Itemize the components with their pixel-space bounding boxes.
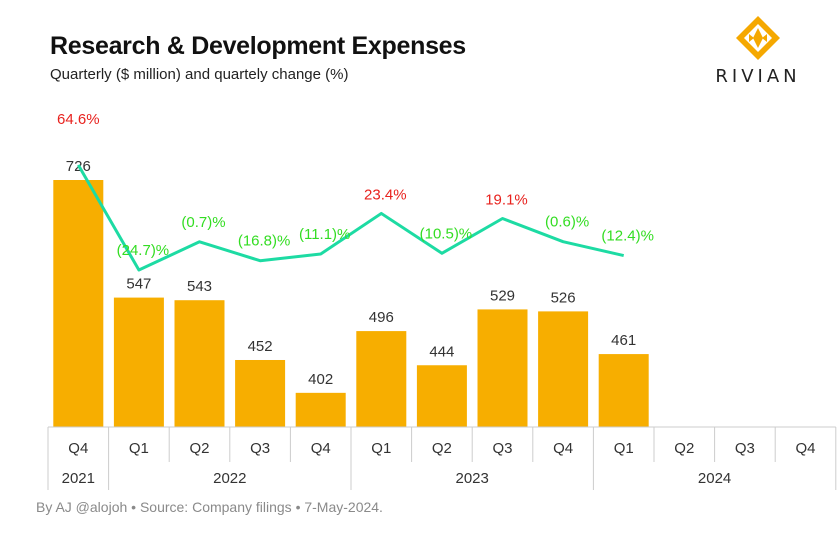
change-label: (12.4)% (601, 228, 654, 245)
quarter-tick-label: Q1 (614, 440, 634, 457)
bar-value-label: 452 (248, 338, 273, 355)
quarter-tick-label: Q2 (674, 440, 694, 457)
bar-value-label: 526 (551, 289, 576, 306)
bar-value-label: 461 (611, 332, 636, 349)
bars-group (53, 180, 649, 427)
quarter-tick-label: Q3 (250, 440, 270, 457)
rivian-diamond-icon (736, 16, 780, 60)
quarter-tick-label: Q2 (432, 440, 452, 457)
footer-source: By AJ @alojoh • Source: Company filings … (36, 499, 383, 515)
bar-8 (538, 311, 589, 427)
rivian-wordmark: RIVIAN (715, 66, 801, 87)
change-label: 19.1% (485, 191, 528, 208)
quarter-tick-label: Q1 (371, 440, 391, 457)
bar-2 (174, 300, 225, 427)
quarter-tick-label: Q3 (735, 440, 755, 457)
bar-value-label: 543 (187, 278, 212, 295)
quarter-tick-label: Q4 (68, 440, 88, 457)
change-label: (24.7)% (117, 242, 170, 259)
bar-value-label: 547 (126, 276, 151, 293)
bar-value-label: 402 (308, 371, 333, 388)
bar-7 (477, 309, 528, 427)
year-tick-label: 2022 (213, 470, 246, 487)
chart-subtitle: Quarterly ($ million) and quartely chang… (50, 66, 349, 83)
bar-4 (295, 392, 346, 427)
bar-3 (235, 359, 286, 427)
quarter-tick-label: Q4 (311, 440, 331, 457)
year-tick-label: 2021 (62, 470, 95, 487)
year-tick-label: 2023 (456, 470, 489, 487)
quarter-tick-label: Q4 (553, 440, 573, 457)
change-line (77, 164, 625, 272)
x-axis: Q4 Q1 Q2 Q3 Q4 Q1 Q2 Q3 Q4 Q1 Q2 Q3 Q4 2021 2022 2023 20… (47, 426, 837, 490)
change-labels-group: 64.6% (24.7)% (0.7)% (16.8)% (11.1)% 23.4% (10… (57, 111, 654, 259)
bar-value-label: 444 (429, 343, 454, 360)
rivian-logo: RIVIAN (712, 14, 804, 90)
bar-9 (598, 354, 649, 427)
quarter-tick-label: Q2 (189, 440, 209, 457)
quarter-tick-label: Q4 (795, 440, 815, 457)
quarter-tick-label: Q3 (492, 440, 512, 457)
change-label: (0.6)% (545, 214, 589, 231)
change-label: (0.7)% (181, 214, 225, 231)
bar-6 (416, 365, 467, 427)
bar-value-label: 496 (369, 309, 394, 326)
change-label: 23.4% (364, 186, 407, 203)
quarter-tick-label: Q1 (129, 440, 149, 457)
change-label: (16.8)% (238, 233, 291, 250)
change-label: (10.5)% (420, 225, 473, 242)
chart-title: Research & Development Expenses (50, 32, 466, 60)
bar-0 (53, 180, 104, 427)
bar-5 (356, 331, 407, 427)
change-label: (11.1)% (299, 226, 350, 243)
change-label: 64.6% (57, 111, 100, 128)
bar-1 (113, 297, 164, 427)
bar-value-label: 529 (490, 287, 515, 304)
year-tick-label: 2024 (698, 470, 731, 487)
